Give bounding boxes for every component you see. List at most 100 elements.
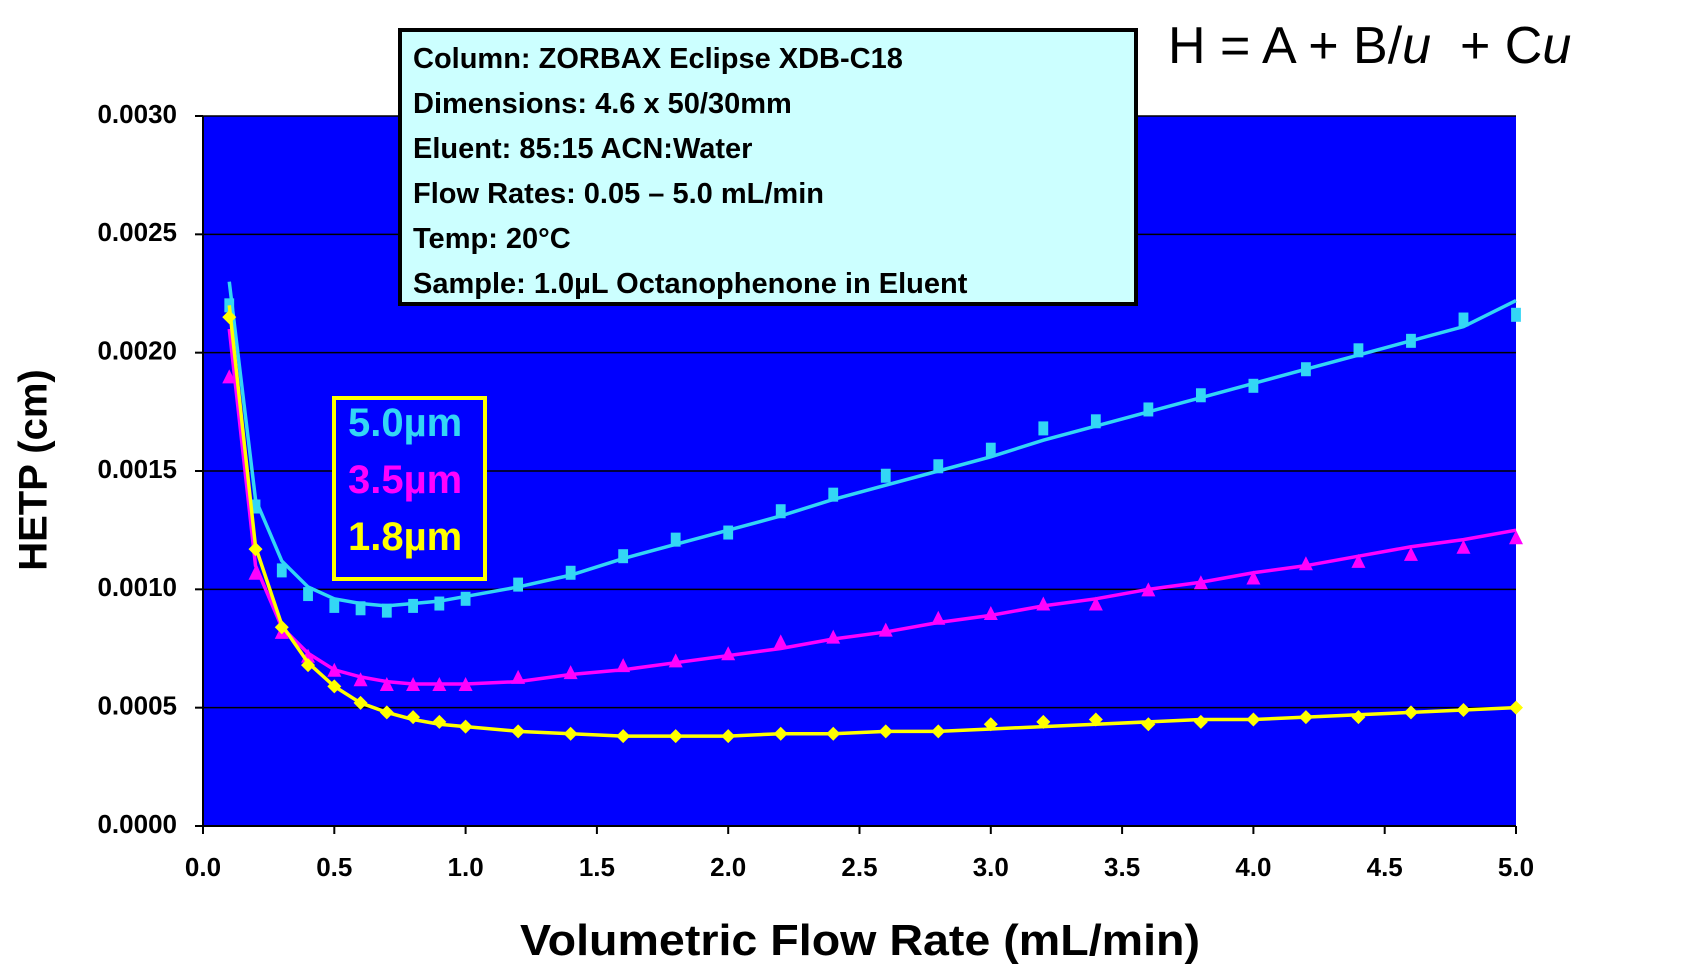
x-tick-label: 0.0 — [185, 852, 221, 882]
x-tick-label: 2.0 — [710, 852, 746, 882]
point — [1143, 402, 1154, 417]
point — [1456, 539, 1471, 554]
info-line: Sample: 1.0µL Octanophenone in Eluent — [413, 268, 968, 300]
point — [773, 634, 788, 649]
info-line: Dimensions: 4.6 x 50/30mm — [413, 88, 792, 120]
point — [828, 487, 839, 502]
point — [329, 598, 340, 613]
point — [1301, 362, 1311, 377]
x-tick-label: 4.5 — [1367, 852, 1403, 882]
point — [1298, 556, 1313, 571]
point — [303, 587, 313, 602]
point — [878, 622, 893, 637]
point — [1353, 343, 1364, 358]
legend-entry: 5.0µm — [348, 401, 462, 445]
x-tick-label: 1.5 — [579, 852, 615, 882]
point — [565, 565, 576, 580]
point — [458, 677, 473, 691]
point — [460, 591, 471, 606]
point — [511, 724, 526, 739]
point — [616, 658, 631, 673]
equation-part: u — [1402, 17, 1431, 75]
legend-entry: 1.8µm — [348, 515, 462, 559]
point — [434, 596, 445, 611]
point — [985, 442, 996, 457]
point — [1509, 530, 1523, 545]
fit-line — [227, 328, 1517, 686]
legend: 5.0µm 3.5µm 1.8µm — [348, 401, 462, 559]
point — [248, 565, 263, 580]
equation-part: H = A + B/ — [1168, 17, 1403, 75]
point — [1036, 714, 1051, 729]
x-tick-label: 3.5 — [1104, 852, 1140, 882]
point — [1246, 712, 1261, 727]
point — [773, 726, 788, 741]
point — [616, 729, 631, 744]
point — [933, 459, 944, 474]
point — [511, 669, 526, 684]
point — [327, 679, 342, 694]
point — [353, 672, 368, 687]
point — [1406, 333, 1416, 348]
point — [1088, 712, 1103, 727]
point — [381, 603, 392, 618]
point — [880, 468, 891, 483]
info-box — [398, 28, 1138, 306]
x-tick-label: 2.5 — [841, 852, 877, 882]
point — [222, 310, 237, 325]
point — [1403, 546, 1418, 561]
point — [1458, 312, 1469, 327]
x-tick-label: 4.0 — [1235, 852, 1271, 882]
point — [458, 719, 473, 734]
point — [670, 532, 681, 547]
point — [1351, 553, 1366, 568]
fit-line — [227, 305, 1517, 738]
point — [1195, 388, 1206, 403]
y-tick-label: 0.0005 — [97, 691, 177, 721]
point — [355, 601, 366, 616]
point — [563, 726, 578, 741]
x-tick-label: 3.0 — [973, 852, 1009, 882]
point — [274, 620, 289, 635]
point — [379, 677, 394, 691]
y-axis-label: HETP (cm) — [12, 369, 56, 571]
equation-part: + C — [1431, 17, 1542, 75]
point — [983, 606, 998, 620]
point — [1193, 714, 1208, 729]
point — [721, 729, 736, 744]
point — [878, 724, 893, 739]
point — [826, 629, 841, 644]
x-tick-label: 0.5 — [316, 852, 352, 882]
point — [1511, 307, 1521, 322]
point — [248, 542, 263, 557]
point — [327, 662, 342, 677]
legend-box — [332, 396, 487, 581]
point — [1141, 717, 1156, 732]
x-tick-label: 5.0 — [1498, 852, 1534, 882]
point — [353, 695, 368, 710]
point — [1248, 378, 1259, 393]
x-tick-label: 1.0 — [448, 852, 484, 882]
point — [406, 710, 421, 725]
point — [1036, 596, 1051, 611]
point — [1038, 421, 1049, 436]
point — [668, 729, 683, 744]
info-text: Column: ZORBAX Eclipse XDB-C18 Dimensions… — [413, 43, 968, 300]
point — [1088, 596, 1103, 611]
point — [1403, 705, 1418, 720]
point — [1141, 582, 1156, 597]
y-tick-label: 0.0015 — [97, 454, 177, 484]
point — [276, 563, 287, 578]
point — [931, 610, 946, 625]
point — [723, 525, 734, 540]
y-tick-label: 0.0020 — [97, 336, 177, 366]
point — [250, 499, 261, 514]
point — [1456, 703, 1471, 718]
point — [618, 549, 629, 564]
point — [563, 665, 578, 680]
point — [931, 724, 946, 739]
point — [721, 646, 736, 661]
point — [1509, 700, 1523, 715]
info-line: Temp: 20°C — [413, 223, 571, 255]
